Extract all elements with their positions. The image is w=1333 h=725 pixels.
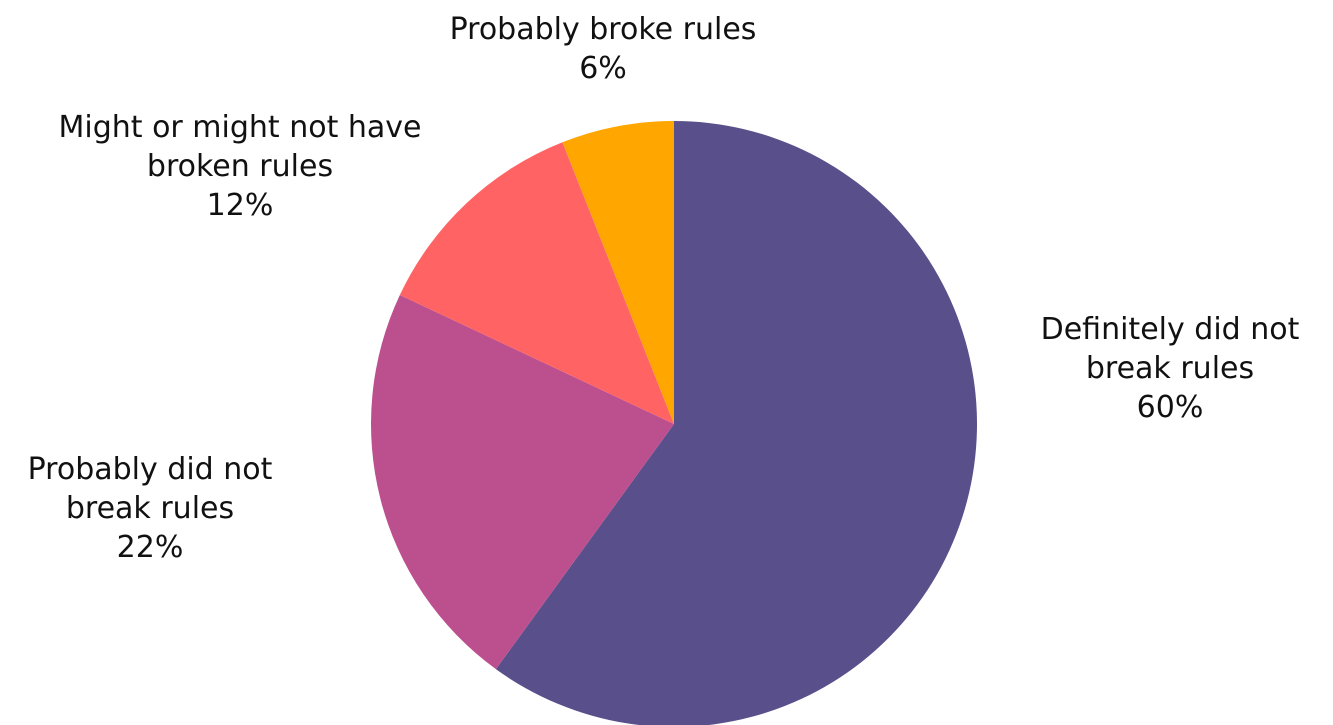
pie-slice-probably-broke-rules bbox=[562, 121, 674, 424]
slice-label-probably-broke-rules: Probably broke rules 6% bbox=[418, 10, 788, 88]
slice-label-line: Definitely did not bbox=[1040, 312, 1300, 347]
slice-label-line: Probably did not bbox=[27, 452, 273, 487]
pie-slice-probably-did-not-break-rules bbox=[371, 294, 674, 670]
pie-slice-might-or-might-not-have-broken-rules bbox=[399, 142, 674, 424]
slice-label-definitely-did-not-break-rules: Definitely did not break rules 60% bbox=[1025, 310, 1315, 427]
slice-value-label: 22% bbox=[116, 530, 184, 565]
slice-label-line: broken rules bbox=[146, 149, 334, 184]
slice-label-might-or-might-not-have-broken-rules: Might or might not have broken rules 12% bbox=[30, 108, 450, 225]
slice-label-line: Might or might not have bbox=[58, 110, 422, 145]
slice-label-line: Probably broke rules bbox=[449, 12, 757, 47]
slice-value-label: 60% bbox=[1136, 390, 1204, 425]
slice-label-probably-did-not-break-rules: Probably did not break rules 22% bbox=[5, 450, 295, 567]
slice-value-label: 12% bbox=[206, 188, 274, 223]
pie-slice-definitely-did-not-break-rules bbox=[495, 121, 977, 725]
slice-label-line: break rules bbox=[65, 491, 235, 526]
slice-label-line: break rules bbox=[1085, 351, 1255, 386]
slice-value-label: 6% bbox=[579, 51, 627, 86]
